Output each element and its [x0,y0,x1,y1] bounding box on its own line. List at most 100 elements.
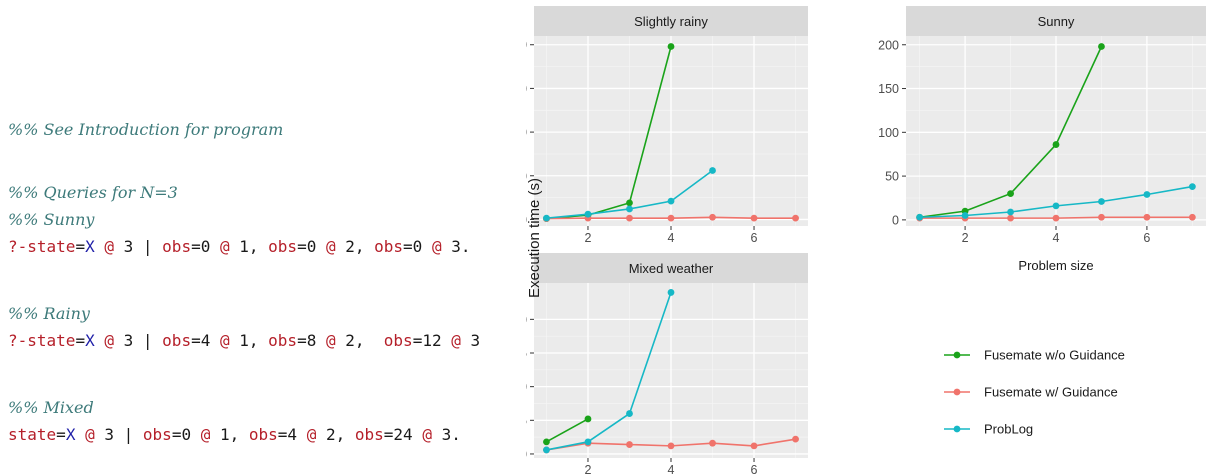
code-token: =0 [171,425,201,444]
data-point [1007,208,1014,216]
legend-key-point [953,388,961,396]
data-point [543,214,550,222]
data-point [543,438,550,446]
x-axis-label: Problem size [1018,258,1093,273]
code-token: obs [374,237,404,256]
code-token: obs [268,331,298,350]
code-token: @ [422,425,432,444]
x-tick-label: 6 [751,231,758,245]
data-point [626,441,633,448]
panel-mixed-weather: Mixed weather 0 25 50 75 100 2 4 6 [526,253,808,474]
data-point [916,213,924,221]
y-tick-label: 200 [878,38,899,52]
code-token: @ [325,331,336,350]
code-token: @ [85,425,95,444]
data-point [1052,141,1060,148]
y-tick-label: 100 [526,169,527,183]
series-problog [543,289,675,454]
code-token: @ [219,331,230,350]
x-tick-label: 4 [668,463,675,474]
code-comment-line: %% See Introduction for program [8,120,284,139]
series-line [546,292,672,451]
y-tick-label: 200 [526,126,527,140]
code-token: obs [354,425,384,444]
code-token: @ [306,425,317,444]
code-token: @ [104,331,114,350]
code-token: @ [325,237,336,256]
panel-title: Sunny [1038,14,1075,29]
x-tick-label: 6 [1143,231,1150,245]
y-tick-label: 0 [526,213,527,227]
x-tick-label: 4 [668,231,675,245]
data-point [584,210,592,218]
data-point [750,442,758,450]
data-point [709,439,716,447]
series-fusemate-w-o-guidance [543,415,592,446]
y-tick-label: 100 [878,126,899,140]
panel-slightly-rainy: Slightly rainy 0 100 200 300 400 2 4 6 [526,6,808,245]
code-token: ?-state [8,331,76,350]
code-token: = [75,237,86,256]
data-point [1052,214,1060,222]
legend-label: Fusemate w/o Guidance [984,348,1125,363]
code-token: @ [200,425,211,444]
code-query-line: ?-state=X @ 3 | obs=4 @ 1, obs=8 @ 2, ob… [8,331,480,350]
data-point [1007,214,1014,222]
code-token: 1, [210,425,249,444]
data-point [1143,213,1151,221]
data-point [1188,183,1196,190]
code-token: 2, [335,237,375,256]
data-point [626,214,633,222]
code-comment-line: %% Rainy [8,304,90,323]
code-token: 1, [229,237,269,256]
code-token: X [85,331,95,350]
code-token: =4 [191,331,220,350]
code-token: 3. [441,237,471,256]
code-token [95,331,105,350]
y-tick-label: 25 [526,414,527,428]
code-token: = [75,331,86,350]
code-token: =24 [383,425,423,444]
panel-sunny: Sunny 0 50 100 150 200 2 4 6 [878,6,1206,245]
x-tick-label: 2 [584,463,591,474]
data-point [667,214,675,222]
data-point [709,167,716,174]
data-point [584,415,592,423]
code-token: 3. [431,425,461,444]
legend-key-point [953,425,961,433]
data-point [584,438,592,446]
code-token: =0 [297,237,326,256]
code-token: state [8,425,57,444]
data-point [667,442,675,450]
data-point [626,410,633,417]
series-problog [543,167,716,222]
data-point [667,43,675,50]
y-tick-label: 75 [526,347,527,361]
code-token: X [85,237,95,256]
code-token: obs [268,237,298,256]
code-token: 3 | [114,331,163,350]
code-token [75,425,85,444]
panel-title: Mixed weather [629,261,714,276]
data-point [1007,190,1014,198]
code-token: @ [431,237,442,256]
code-token: 3 | [94,425,143,444]
code-token: =0 [191,237,220,256]
code-query-line: state=X @ 3 | obs=0 @ 1, obs=4 @ 2, obs=… [8,425,461,444]
code-token: 1, [229,331,269,350]
panel-strip [534,6,808,36]
code-token: obs [162,331,192,350]
panel-title: Slightly rainy [634,14,708,29]
data-point [543,446,550,454]
data-point [1052,202,1060,210]
execution-time-chart: Slightly rainy 0 100 200 300 400 2 4 6 Sunny 0 50 10… [526,6,1206,474]
y-tick-label: 0 [526,447,527,461]
x-tick-label: 6 [751,463,758,474]
y-tick-label: 50 [885,170,899,184]
data-point [750,214,758,222]
code-comment-line: %% Sunny [8,210,95,229]
code-token: =12 [412,331,452,350]
code-token: X [65,425,76,444]
x-tick-label: 2 [962,231,969,245]
series-problog [916,183,1196,221]
